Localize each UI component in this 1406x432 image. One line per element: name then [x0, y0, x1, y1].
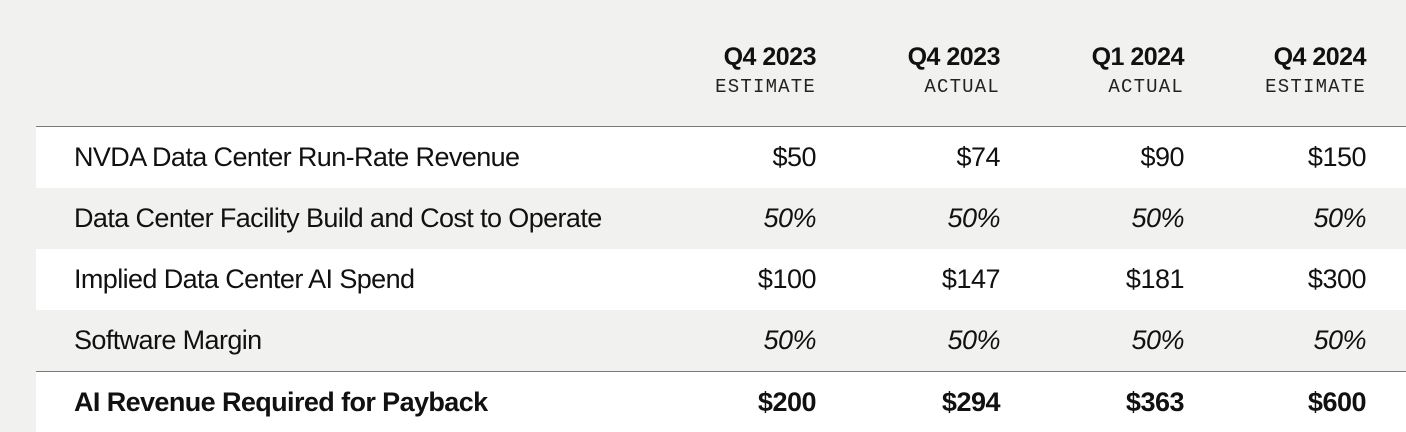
column-kind: ACTUAL: [924, 76, 1000, 98]
row-value: $363: [1125, 387, 1185, 417]
row-value: 50%: [1131, 203, 1184, 233]
column-period: Q4 2023: [723, 43, 817, 71]
row-value: $300: [1307, 264, 1367, 294]
column-header: Q4 2024 ESTIMATE: [1265, 40, 1366, 100]
column-period: Q4 2023: [907, 43, 1001, 71]
column-kind: ESTIMATE: [715, 76, 816, 98]
row-value: $74: [956, 142, 1000, 172]
row-value: $100: [757, 264, 817, 294]
row-label: Data Center Facility Build and Cost to O…: [74, 203, 602, 233]
table-header: Q4 2023 ESTIMATE Q4 2023 ACTUAL Q1 2024 …: [36, 0, 1406, 126]
row-value: 50%: [1313, 325, 1366, 355]
row-value: $50: [772, 142, 816, 172]
row-label: Implied Data Center AI Spend: [74, 264, 415, 294]
row-value: 50%: [763, 325, 816, 355]
row-value: 50%: [1131, 325, 1184, 355]
row-label: Software Margin: [74, 325, 262, 355]
column-header: Q4 2023 ACTUAL: [907, 40, 1001, 100]
row-value: $600: [1307, 387, 1367, 417]
table-row: NVDA Data Center Run-Rate Revenue $50 $7…: [36, 127, 1406, 188]
row-value: $200: [757, 387, 817, 417]
row-value: 50%: [947, 203, 1000, 233]
column-header: Q4 2023 ESTIMATE: [715, 40, 816, 100]
row-label: NVDA Data Center Run-Rate Revenue: [74, 142, 520, 172]
column-period: Q1 2024: [1091, 43, 1185, 71]
row-label: AI Revenue Required for Payback: [74, 387, 488, 417]
header-divider: [36, 126, 1406, 127]
table-row: Data Center Facility Build and Cost to O…: [36, 188, 1406, 249]
table-row: Implied Data Center AI Spend $100 $147 $…: [36, 249, 1406, 310]
table-row: Software Margin 50% 50% 50% 50%: [36, 310, 1406, 371]
row-value: 50%: [763, 203, 816, 233]
row-value: $294: [941, 387, 1001, 417]
table-row-total: AI Revenue Required for Payback $200 $29…: [36, 372, 1406, 432]
total-divider: [36, 371, 1406, 372]
row-value: $181: [1125, 264, 1185, 294]
row-value: $147: [941, 264, 1001, 294]
column-kind: ESTIMATE: [1265, 76, 1366, 98]
column-period: Q4 2024: [1273, 43, 1367, 71]
row-value: $90: [1140, 142, 1184, 172]
row-value: 50%: [1313, 203, 1366, 233]
column-header: Q1 2024 ACTUAL: [1091, 40, 1185, 100]
row-value: 50%: [947, 325, 1000, 355]
column-kind: ACTUAL: [1108, 76, 1184, 98]
row-value: $150: [1307, 142, 1367, 172]
